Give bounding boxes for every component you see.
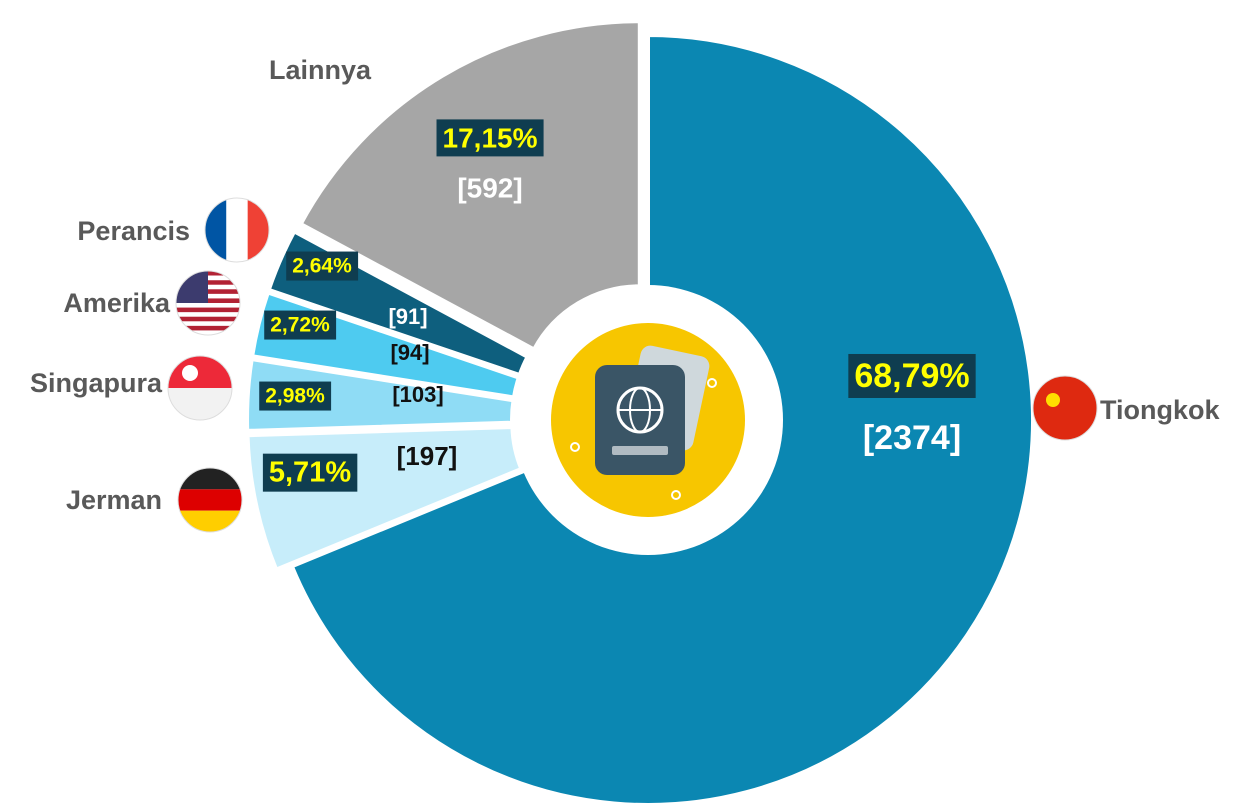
category-label: Perancis xyxy=(77,216,190,246)
count-label: [91] xyxy=(388,304,427,329)
slice xyxy=(245,356,516,433)
flag-part xyxy=(178,468,242,490)
category-label: Tiongkok xyxy=(1100,395,1220,425)
count-label: [2374] xyxy=(863,419,961,457)
count-label: [592] xyxy=(457,172,522,203)
label-box xyxy=(259,381,332,411)
value-label: 68,79% xyxy=(854,357,969,395)
count-label: [103] xyxy=(392,382,443,407)
flag-part xyxy=(182,365,198,381)
label-box xyxy=(436,119,544,157)
flag-part xyxy=(168,388,232,420)
labels: 68,79% [2374] Tiongkok 5,71% [197] Jerman 2,98… xyxy=(30,55,1220,533)
flag-part xyxy=(178,489,242,511)
value-label: 5,71% xyxy=(269,457,351,489)
count-label: [94] xyxy=(390,340,429,365)
flag-part xyxy=(226,198,248,262)
flag-border xyxy=(167,355,233,421)
category-label: Lainnya xyxy=(269,55,372,85)
flag-part xyxy=(1033,376,1097,440)
flag xyxy=(1033,376,1097,440)
label-box xyxy=(262,453,358,492)
flag-border xyxy=(175,270,241,336)
slice xyxy=(297,19,642,353)
flag xyxy=(205,198,269,262)
category-label: Jerman xyxy=(66,485,162,515)
value-label: 2,98% xyxy=(265,385,325,408)
slices xyxy=(245,19,1035,807)
value-label: 2,72% xyxy=(270,314,330,337)
value-label: 17,15% xyxy=(443,122,538,153)
flag-border xyxy=(1032,375,1098,441)
flag-part xyxy=(168,356,232,388)
flag xyxy=(178,468,242,532)
flag-part xyxy=(247,198,269,262)
flag-part xyxy=(176,307,240,313)
label-box xyxy=(286,251,359,281)
passport-icon xyxy=(551,323,745,517)
flag-part xyxy=(176,325,240,331)
flag-part xyxy=(205,198,227,262)
count-label: [197] xyxy=(397,441,458,471)
category-label: Singapura xyxy=(30,368,163,398)
flag-border xyxy=(177,467,243,533)
flag xyxy=(176,271,240,331)
flag-part xyxy=(178,510,242,532)
value-label: 2,64% xyxy=(292,255,352,278)
category-label: Amerika xyxy=(63,288,171,318)
label-box xyxy=(848,353,976,398)
flag-part xyxy=(1046,393,1060,407)
flag-border xyxy=(204,197,270,263)
flag-part xyxy=(176,316,240,322)
label-box xyxy=(264,310,337,340)
